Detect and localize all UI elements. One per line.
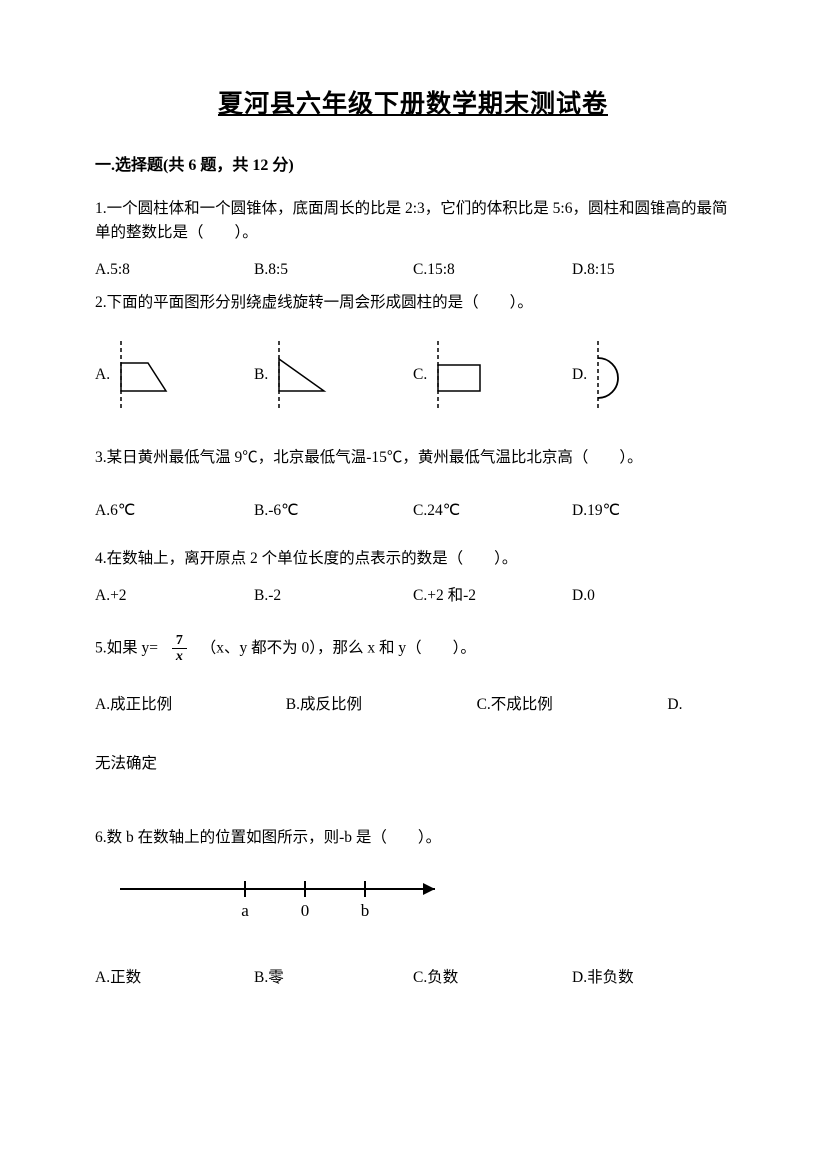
q1-opt-c: C.15:8 (413, 258, 572, 283)
semicircle-icon (595, 341, 655, 411)
q1-opt-d: D.8:15 (572, 258, 731, 283)
question-2: 2.下面的平面图形分别绕虚线旋转一周会形成圆柱的是（ ）。 A. B. C. D… (95, 291, 731, 411)
q5-text: 5.如果 y= 7 x （x、y 都不为 0），那么 x 和 y（ ）。 (95, 633, 731, 665)
q5-opt-b: B.成反比例 (286, 693, 477, 718)
nl-label-0: 0 (301, 901, 310, 920)
q1-opt-a: A.5:8 (95, 258, 254, 283)
rectangle-icon (435, 341, 495, 411)
q5-pre: 5.如果 y= (95, 639, 158, 656)
q3-opt-a: A.6℃ (95, 499, 254, 524)
exam-title: 夏河县六年级下册数学期末测试卷 (95, 85, 731, 125)
q5-opt-e: 无法确定 (95, 752, 731, 777)
trapezoid-icon (118, 341, 178, 411)
q3-text: 3.某日黄州最低气温 9℃，北京最低气温-15℃，黄州最低气温比北京高（ ）。 (95, 446, 731, 471)
section-header-1: 一.选择题(共 6 题，共 12 分) (95, 153, 731, 179)
q4-opt-a: A.+2 (95, 584, 254, 609)
q4-opt-b: B.-2 (254, 584, 413, 609)
q1-opt-b: B.8:5 (254, 258, 413, 283)
q1-text: 1.一个圆柱体和一个圆锥体，底面周长的比是 2:3，它们的体积比是 5:6，圆柱… (95, 197, 731, 247)
q6-opt-b: B.零 (254, 966, 413, 991)
question-6: 6.数 b 在数轴上的位置如图所示，则-b 是（ ）。 a 0 b A.正数 B… (95, 826, 731, 990)
question-1: 1.一个圆柱体和一个圆锥体，底面周长的比是 2:3，它们的体积比是 5:6，圆柱… (95, 197, 731, 283)
q6-opt-a: A.正数 (95, 966, 254, 991)
q2-text: 2.下面的平面图形分别绕虚线旋转一周会形成圆柱的是（ ）。 (95, 291, 731, 316)
q4-opt-d: D.0 (572, 584, 731, 609)
nl-label-a: a (241, 901, 249, 920)
fraction-icon: 7 x (172, 633, 187, 665)
q2-opt-c-label: C. (413, 363, 427, 388)
q4-opt-c: C.+2 和-2 (413, 584, 572, 609)
q2-opt-d-label: D. (572, 363, 587, 388)
q6-text: 6.数 b 在数轴上的位置如图所示，则-b 是（ ）。 (95, 826, 731, 851)
question-4: 4.在数轴上，离开原点 2 个单位长度的点表示的数是（ ）。 A.+2 B.-2… (95, 547, 731, 609)
q6-opt-d: D.非负数 (572, 966, 731, 991)
numberline-icon: a 0 b (115, 869, 455, 929)
q6-opt-c: C.负数 (413, 966, 572, 991)
q3-opt-d: D.19℃ (572, 499, 731, 524)
q5-num: 7 (172, 633, 187, 649)
question-5: 5.如果 y= 7 x （x、y 都不为 0），那么 x 和 y（ ）。 A.成… (95, 633, 731, 776)
q5-opt-a: A.成正比例 (95, 693, 286, 718)
q3-opt-c: C.24℃ (413, 499, 572, 524)
q2-opt-b-label: B. (254, 363, 268, 388)
question-3: 3.某日黄州最低气温 9℃，北京最低气温-15℃，黄州最低气温比北京高（ ）。 … (95, 446, 731, 524)
q5-opt-d: D. (667, 693, 731, 718)
q4-text: 4.在数轴上，离开原点 2 个单位长度的点表示的数是（ ）。 (95, 547, 731, 572)
nl-label-b: b (361, 901, 370, 920)
q2-opt-a-label: A. (95, 363, 110, 388)
q5-post: （x、y 都不为 0），那么 x 和 y（ ）。 (201, 639, 476, 656)
q3-opt-b: B.-6℃ (254, 499, 413, 524)
q5-opt-c: C.不成比例 (477, 693, 668, 718)
q5-den: x (172, 649, 187, 664)
triangle-icon (276, 341, 336, 411)
